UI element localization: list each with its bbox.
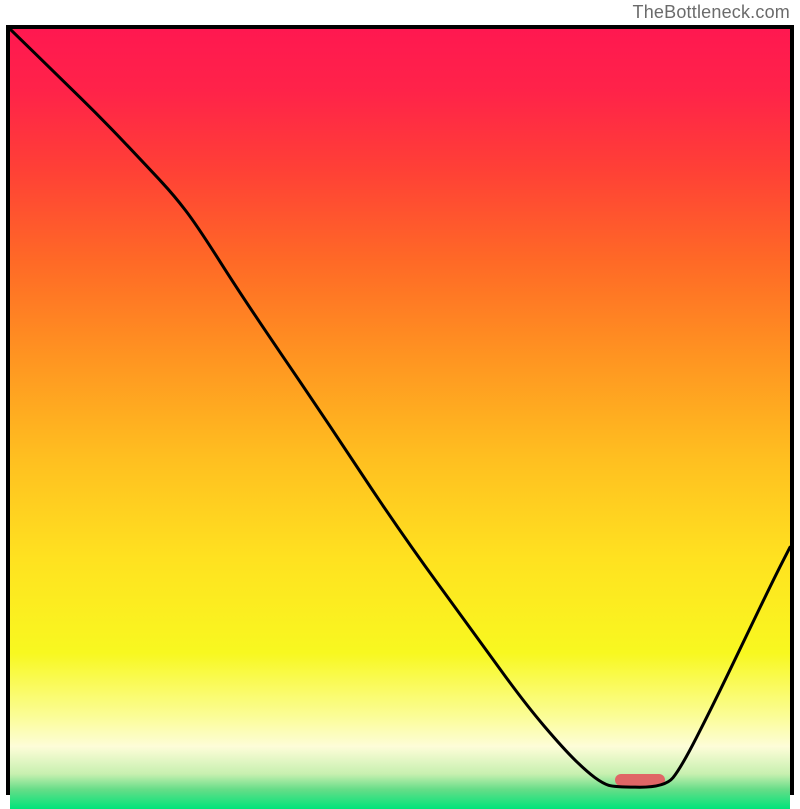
chart-gradient-bg bbox=[10, 29, 790, 809]
chart-frame bbox=[6, 25, 794, 795]
flat-region-marker bbox=[615, 774, 666, 786]
watermark-text: TheBottleneck.com bbox=[633, 2, 790, 23]
